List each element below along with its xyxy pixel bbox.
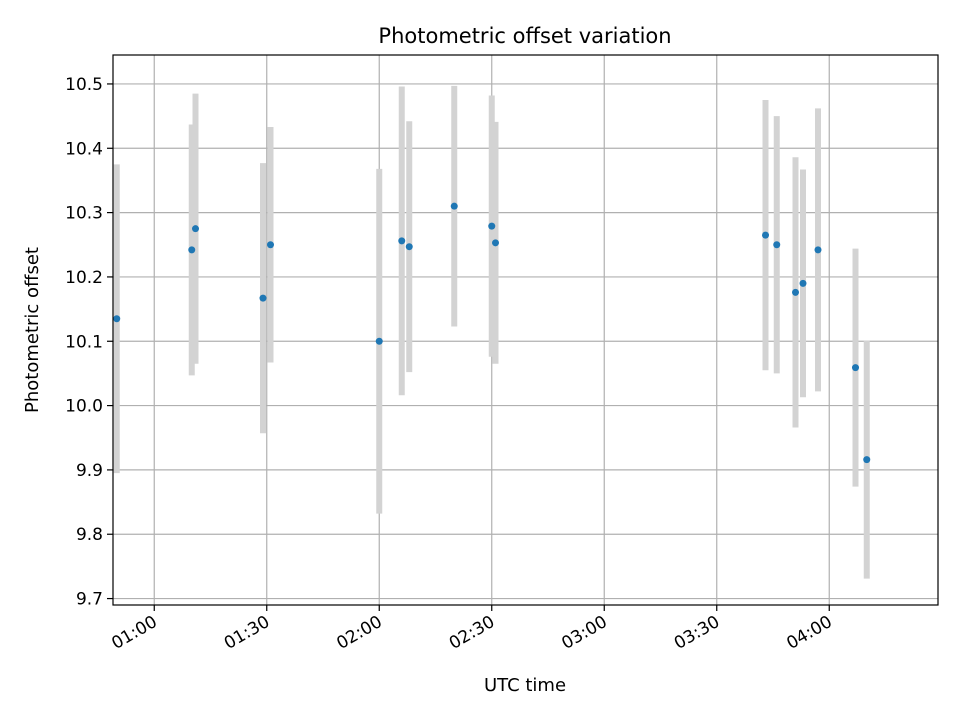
y-tick-label: 10.1 bbox=[65, 332, 103, 352]
data-point bbox=[762, 231, 769, 239]
y-axis-title: Photometric offset bbox=[22, 247, 43, 413]
x-axis-title: UTC time bbox=[484, 675, 566, 696]
data-point bbox=[192, 225, 199, 233]
chart-title: Photometric offset variation bbox=[378, 24, 671, 48]
data-point bbox=[814, 246, 822, 254]
data-point bbox=[375, 337, 383, 345]
plot-area-frame bbox=[112, 54, 939, 606]
y-tick-label: 10.5 bbox=[65, 75, 103, 95]
data-point bbox=[405, 243, 413, 251]
data-point bbox=[488, 222, 496, 230]
grid bbox=[113, 55, 938, 605]
y-tick-label: 10.3 bbox=[65, 204, 103, 224]
data-point bbox=[773, 241, 781, 249]
y-tick-label: 9.8 bbox=[76, 525, 103, 545]
data-point bbox=[267, 241, 274, 249]
y-tick-label: 10.0 bbox=[65, 397, 103, 417]
y-tick-label: 10.4 bbox=[65, 139, 103, 159]
data-point bbox=[259, 294, 267, 302]
data-point bbox=[863, 456, 871, 464]
y-axis: 9.7 9.8 9.9 10.0 10.1 10.2 10.3 10.4 10.5 bbox=[65, 75, 113, 610]
data-point bbox=[792, 288, 799, 296]
y-tick-label: 9.9 bbox=[76, 461, 103, 481]
data-point bbox=[852, 364, 859, 372]
y-tick-label: 10.2 bbox=[65, 268, 103, 288]
data-point bbox=[188, 246, 196, 254]
data-point bbox=[113, 315, 121, 323]
data-point bbox=[492, 239, 499, 247]
data-points bbox=[113, 202, 871, 464]
data-point bbox=[799, 279, 807, 287]
y-tick-label: 9.7 bbox=[76, 590, 103, 610]
data-point bbox=[398, 237, 406, 245]
data-point bbox=[450, 202, 458, 210]
